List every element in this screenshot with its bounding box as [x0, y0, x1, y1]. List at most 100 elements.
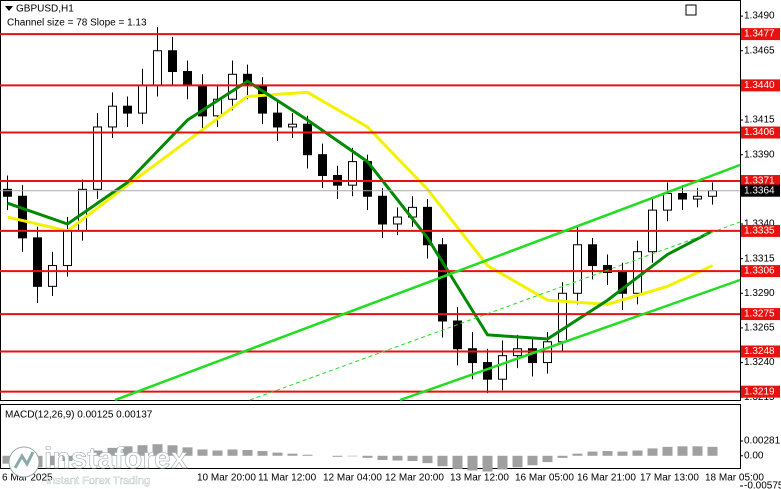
- y-tick-label: 0.00: [744, 450, 764, 461]
- channel-upper: [114, 163, 741, 402]
- level-tag: [741, 126, 780, 139]
- channel-info: Channel size = 78 Slope = 1.13: [7, 18, 147, 29]
- level-label: 1.3406: [744, 127, 775, 138]
- macd-bar: [557, 455, 568, 458]
- y-tick-label: 1.3265: [744, 323, 775, 334]
- candle-body: [498, 355, 507, 380]
- y-tick-label: 1.3490: [744, 11, 775, 22]
- macd-bar: [272, 452, 283, 456]
- level-label: 1.3335: [744, 226, 775, 237]
- macd-bar: [197, 449, 208, 456]
- macd-bar: [452, 455, 463, 469]
- plot: [0, 15, 743, 487]
- y-tick-label: 1.3390: [744, 149, 775, 160]
- level-tag: [741, 28, 780, 41]
- x-tick-label: 13 Mar 12:00: [450, 473, 509, 484]
- x-tick-label: 12 Mar 20:00: [385, 473, 444, 484]
- candle-body: [603, 265, 612, 273]
- candle-body: [183, 71, 192, 86]
- last-price-label: 1.3364: [744, 185, 775, 196]
- candle-body: [693, 195, 702, 200]
- candle-body: [153, 50, 162, 86]
- macd-bar: [422, 455, 433, 464]
- macd-bar: [392, 455, 403, 461]
- macd-bar: [257, 451, 268, 456]
- macd-bar: [587, 451, 598, 456]
- macd-bar: [347, 455, 358, 457]
- macd-title: MACD(12,26,9) 0.00125 0.00137: [5, 410, 153, 421]
- macd-bar: [692, 446, 703, 456]
- logo-tagline: Instant Forex Trading: [46, 475, 150, 487]
- level-label: 1.3219: [744, 386, 775, 397]
- macd-bar: [212, 450, 223, 456]
- macd-bar: [707, 446, 718, 456]
- candle-body: [108, 105, 117, 128]
- macd-bar: [602, 451, 613, 456]
- macd-bar: [377, 455, 388, 460]
- macd-bar: [107, 447, 118, 456]
- channel-lower: [399, 278, 741, 402]
- candle-body: [228, 73, 237, 100]
- level-tag: [741, 385, 780, 398]
- level-label: 1.3371: [744, 176, 775, 187]
- level-tag: [741, 345, 780, 358]
- logo-name: instaforex: [44, 442, 188, 475]
- price-frame: [0, 0, 741, 401]
- candle-body: [63, 230, 72, 267]
- candle-body: [438, 244, 447, 322]
- y-tick-label: 1.3290: [744, 288, 775, 299]
- overlay: 1.3490 1.3465 1.3415 1.3390 1.3340 1.3315 1.32…: [741, 11, 781, 489]
- macd-bar: [92, 450, 103, 456]
- candle-body: [453, 320, 462, 350]
- macd-bar: [287, 453, 298, 456]
- level-tag: [741, 265, 780, 278]
- y-tick-label: -0.00575: [744, 481, 781, 489]
- x-tick-label: 16 Mar 21:00: [577, 473, 636, 484]
- candle-body: [618, 271, 627, 294]
- x-tick-label: 10 Mar 20:00: [197, 473, 256, 484]
- macd-bar: [512, 455, 523, 468]
- candle-body: [273, 112, 282, 128]
- candle-body: [138, 84, 147, 114]
- macd-bar: [437, 455, 448, 467]
- candle-body: [48, 265, 57, 287]
- macd-bar: [677, 446, 688, 456]
- candle-body: [3, 188, 12, 197]
- level-tag: [741, 79, 780, 92]
- macd-bar: [407, 455, 418, 462]
- level-tag: [741, 224, 780, 237]
- candle-body: [168, 50, 177, 73]
- menu-arrow: [5, 6, 13, 11]
- logo: instaforex Instant Forex Trading: [8, 442, 188, 487]
- macd-bar: [617, 451, 628, 456]
- level-label: 1.3248: [744, 346, 775, 357]
- y-tick-label: 1.3240: [744, 357, 775, 368]
- candle-body: [588, 244, 597, 267]
- candle-body: [573, 244, 582, 294]
- x-tick-label: 17 Mar 13:00: [640, 473, 699, 484]
- level-label: 1.3440: [744, 80, 775, 91]
- window-icon[interactable]: [685, 4, 697, 16]
- moving-average: [7, 79, 714, 341]
- x-axis: 6 Mar 2025 10 Mar 20:00 11 Mar 12:00 12 …: [2, 473, 764, 484]
- macd-bar: [362, 455, 373, 458]
- macd-bar: [302, 454, 313, 456]
- y-tick-label: 1.3315: [744, 253, 775, 264]
- macd-bar: [572, 453, 583, 456]
- macd-bar: [122, 446, 133, 456]
- candle-body: [378, 195, 387, 225]
- macd-bar: [137, 445, 148, 456]
- macd-bar: [47, 455, 58, 466]
- candle-body: [18, 195, 27, 239]
- x-tick-label: 12 Mar 04:00: [323, 473, 382, 484]
- candle-body: [288, 123, 297, 128]
- moving-average: [7, 90, 714, 306]
- candle-body: [93, 126, 102, 190]
- macd-bar: [152, 444, 163, 456]
- level-label: 1.3477: [744, 29, 775, 40]
- candle-body: [318, 154, 327, 176]
- level-label: 1.3275: [744, 309, 775, 320]
- x-tick-label: 16 Mar 05:00: [515, 473, 574, 484]
- candle-body: [393, 216, 402, 225]
